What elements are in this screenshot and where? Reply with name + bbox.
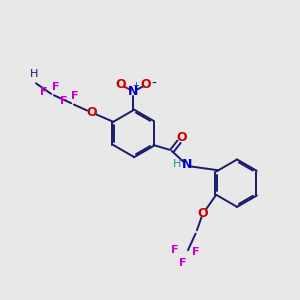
Text: -: -: [151, 77, 156, 91]
Text: +: +: [132, 82, 139, 91]
Text: F: F: [178, 258, 186, 268]
Text: H: H: [173, 159, 182, 169]
Text: F: F: [192, 247, 199, 256]
Text: F: F: [71, 91, 79, 101]
Text: O: O: [198, 206, 208, 220]
Text: F: F: [171, 244, 179, 254]
Text: H: H: [30, 69, 38, 79]
Text: F: F: [60, 96, 68, 106]
Text: O: O: [86, 106, 97, 119]
Text: N: N: [128, 85, 139, 98]
Text: O: O: [176, 130, 187, 144]
Text: F: F: [40, 87, 47, 97]
Text: O: O: [141, 78, 151, 91]
Text: N: N: [182, 158, 192, 171]
Text: F: F: [52, 82, 60, 92]
Text: O: O: [116, 78, 126, 91]
